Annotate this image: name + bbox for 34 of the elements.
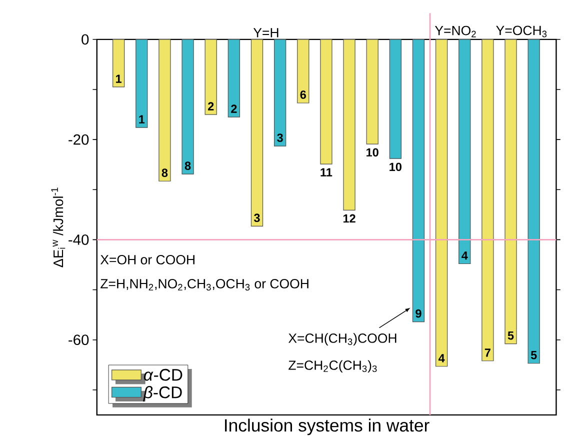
- x-tick-label: 3: [277, 134, 283, 142]
- legend-label: α-CD: [144, 369, 182, 381]
- text: Z=H,NH$_{2}$,NO$_{2}$,CH$_{3}$,OCH$_{3}$ or COOH: [100, 279, 308, 291]
- x-tick-label: 2: [231, 104, 237, 114]
- x-tick-label: 5: [508, 332, 514, 340]
- annotation: X=CH(CH$_{3}$)COOH: [288, 333, 396, 346]
- y-tick-label: -40: [68, 234, 89, 246]
- x-tick-label: 8: [184, 162, 191, 170]
- y-axis-title: ΔE$_{i}$$^{w}$ /kJmol$^{-1}$: [51, 188, 66, 268]
- annotation: X=OH or COOH: [100, 255, 194, 265]
- x-tick-label: 4: [438, 354, 445, 362]
- x-tick-label: 6: [300, 90, 306, 100]
- x-tick-label: 1: [116, 74, 122, 84]
- x-tick-label: 8: [162, 168, 168, 178]
- x-tick-label: 9: [416, 310, 422, 318]
- x-tick-label: 10: [366, 148, 378, 157]
- legend-label: β-CD: [143, 386, 182, 402]
- x-tick-label: 4: [462, 252, 468, 260]
- text: Y=H: [253, 28, 278, 38]
- text: Y=NO$_{2}$: [434, 26, 476, 38]
- annotation: Z=CH$_{2}$C(CH$_{3}$)$_{3}$: [288, 360, 377, 373]
- x-tick-label: 12: [343, 214, 356, 223]
- y-tick-label: 0: [82, 34, 89, 45]
- x-tick-label: 2: [208, 102, 214, 111]
- x-tick-label: 3: [254, 214, 260, 222]
- x-tick-label: 7: [484, 348, 490, 357]
- text: Y=OCH$_{3}$: [496, 26, 547, 38]
- x-tick-label: 1: [139, 116, 145, 124]
- x-tick-label: 11: [320, 168, 332, 177]
- x-axis-title: Inclusion systems in water: [225, 418, 430, 436]
- x-tick-label: 10: [390, 162, 402, 172]
- y-tick-label: -60: [68, 334, 89, 346]
- y-tick-label: -20: [68, 134, 89, 145]
- x-tick-label: 5: [530, 351, 537, 360]
